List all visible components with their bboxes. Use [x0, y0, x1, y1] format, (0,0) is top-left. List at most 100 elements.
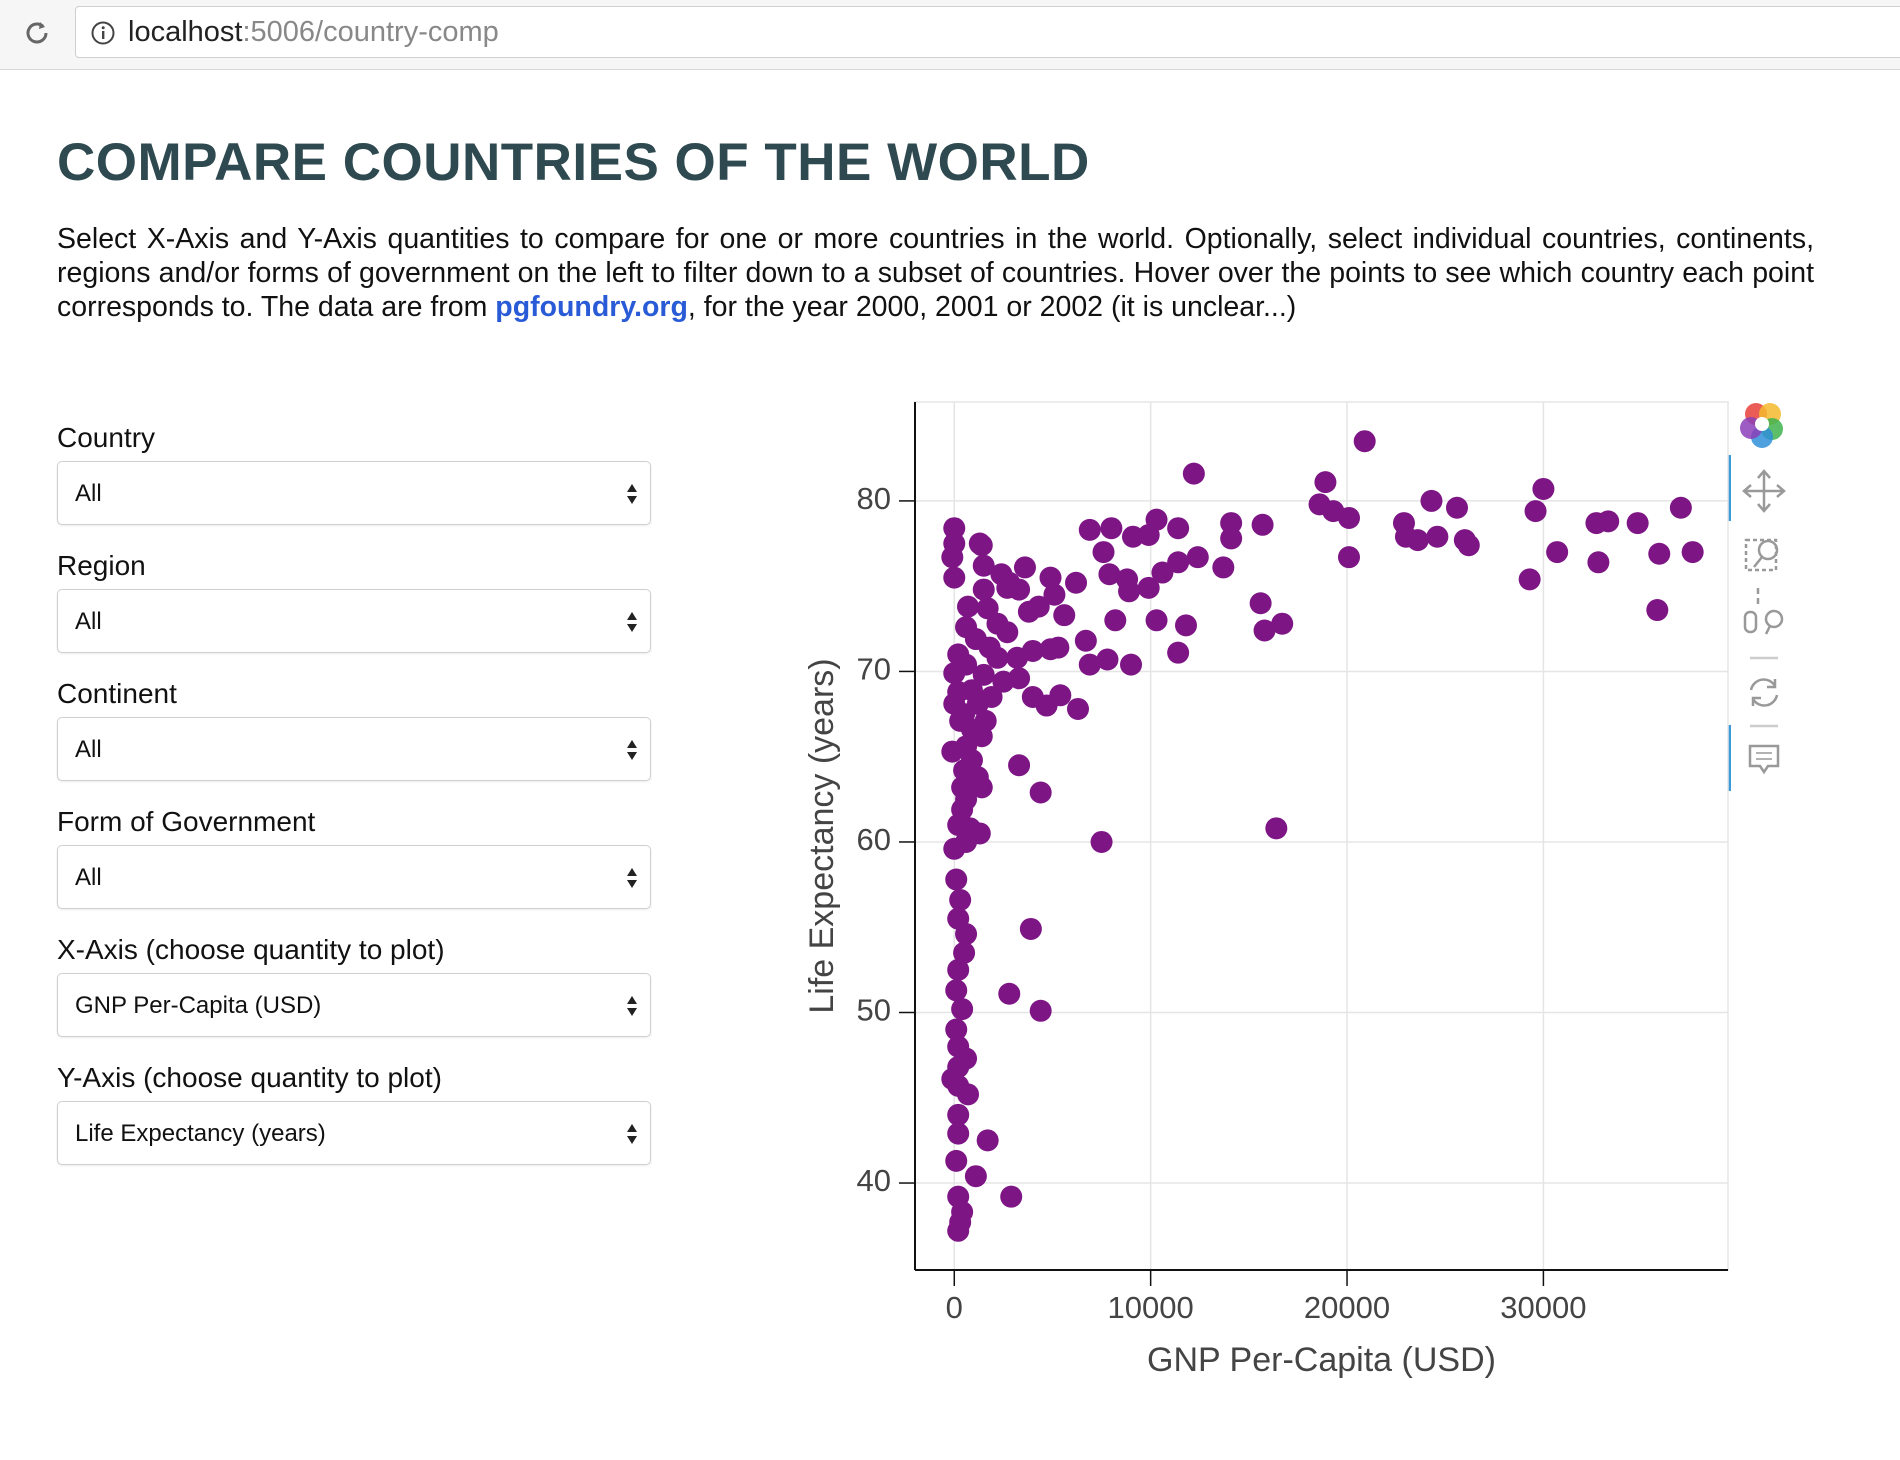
select-value: All — [75, 480, 102, 507]
select-box[interactable]: All — [57, 717, 651, 781]
description: Select X-Axis and Y-Axis quantities to c… — [57, 222, 1814, 324]
wheel-zoom-tool[interactable] — [1743, 609, 1784, 635]
point — [951, 998, 974, 1021]
point — [972, 578, 995, 601]
point — [976, 1129, 999, 1152]
select-value: GNP Per-Capita (USD) — [75, 992, 322, 1019]
point — [1337, 506, 1360, 529]
active-indicator — [1728, 455, 1731, 521]
point — [1220, 527, 1243, 550]
point — [941, 546, 964, 569]
y-axis-label: Life Expectancy (years) — [803, 658, 841, 1013]
filter-label: Form of Government — [57, 806, 316, 837]
point — [1251, 513, 1274, 536]
select-box[interactable]: All — [57, 461, 651, 525]
point — [1008, 667, 1031, 690]
point — [1021, 686, 1044, 709]
y-tick-label: 80 — [857, 481, 891, 516]
point — [955, 923, 978, 946]
select-value: All — [75, 608, 102, 635]
point — [1212, 556, 1235, 579]
point — [1043, 583, 1066, 606]
point — [947, 1219, 970, 1242]
x-axis-label: GNP Per-Capita (USD) — [1147, 1341, 1496, 1379]
point — [1546, 541, 1569, 564]
reset-tool[interactable] — [1749, 678, 1779, 707]
point — [996, 576, 1019, 599]
point — [998, 982, 1021, 1005]
point — [1532, 477, 1555, 500]
select-box[interactable]: All — [57, 589, 651, 653]
point — [1096, 648, 1119, 671]
point — [1182, 462, 1205, 485]
point — [1337, 546, 1360, 569]
point — [1029, 999, 1052, 1022]
point — [945, 1018, 968, 1041]
point — [1017, 600, 1040, 623]
x-tick-label: 30000 — [1500, 1290, 1586, 1325]
point — [945, 979, 968, 1002]
browser-toolbar: localhost:5006/country-comp — [0, 0, 1900, 70]
point — [1167, 641, 1190, 664]
point — [1353, 430, 1376, 453]
info-icon[interactable] — [90, 20, 116, 46]
point — [1092, 541, 1115, 564]
point — [947, 958, 970, 981]
address-bar[interactable]: localhost:5006/country-comp — [75, 6, 1900, 58]
point — [996, 621, 1019, 644]
point — [1090, 830, 1113, 853]
point — [1626, 512, 1649, 535]
source-link[interactable]: pgfoundry.org — [495, 291, 688, 323]
point — [970, 776, 993, 799]
point — [947, 1122, 970, 1145]
point — [1137, 576, 1160, 599]
page-title: COMPARE COUNTRIES OF THE WORLD — [57, 133, 1090, 192]
point — [968, 532, 991, 555]
point — [970, 725, 993, 748]
point — [1019, 917, 1042, 940]
point — [947, 680, 970, 703]
point — [943, 566, 966, 589]
point — [1175, 614, 1197, 637]
select-box[interactable]: Life Expectancy (years) — [57, 1101, 651, 1165]
box-zoom-tool[interactable] — [1744, 538, 1779, 572]
active-indicator — [1728, 725, 1731, 791]
point — [949, 888, 972, 911]
select-box[interactable]: All — [57, 845, 651, 909]
point — [1039, 566, 1062, 589]
filter-label: Y-Axis (choose quantity to plot) — [57, 1062, 442, 1093]
select-box[interactable]: GNP Per-Capita (USD) — [57, 973, 651, 1037]
point — [1006, 646, 1029, 669]
reload-button[interactable] — [22, 18, 52, 48]
point — [1518, 568, 1541, 591]
point — [1066, 697, 1089, 720]
point — [1420, 489, 1443, 512]
point — [1053, 604, 1076, 627]
point — [1681, 541, 1704, 564]
point — [1151, 561, 1174, 584]
bokeh-logo[interactable] — [1740, 403, 1783, 448]
point — [986, 646, 1009, 669]
point — [1265, 817, 1288, 840]
x-tick-label: 20000 — [1304, 1290, 1390, 1325]
hover-tool[interactable] — [1748, 744, 1780, 775]
description-text: , for the year 2000, 2001 or 2002 (it is… — [687, 291, 1297, 323]
point — [1167, 517, 1190, 540]
point — [955, 616, 978, 639]
pan-tool[interactable] — [1742, 469, 1786, 513]
x-tick-label: 10000 — [1108, 1290, 1194, 1325]
point — [1098, 563, 1121, 586]
point — [1074, 629, 1097, 652]
point — [1648, 542, 1671, 565]
plot-frame — [914, 401, 1729, 1271]
point — [1145, 609, 1168, 632]
point — [1587, 551, 1610, 574]
point — [955, 830, 978, 853]
point — [1220, 512, 1243, 535]
point — [1394, 525, 1417, 548]
point — [1029, 781, 1052, 804]
y-tick-label: 70 — [857, 652, 891, 687]
point — [1000, 1185, 1023, 1208]
